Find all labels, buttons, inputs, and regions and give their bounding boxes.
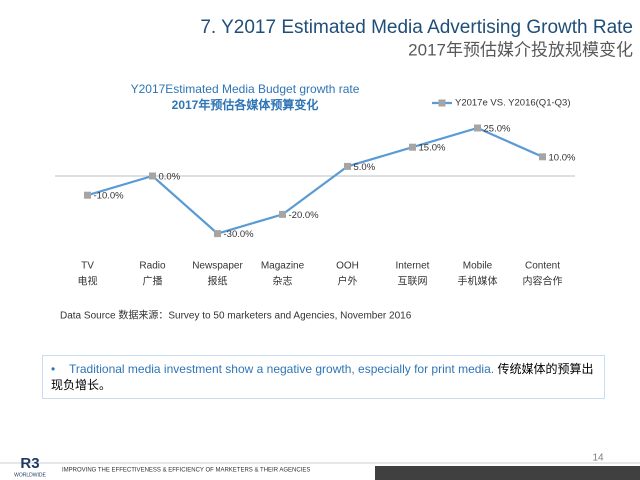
data-label: 0.0% (159, 172, 181, 183)
note-box: • Traditional media investment show a neg… (42, 355, 605, 399)
data-label: 15.0% (419, 143, 446, 154)
x-tick-label: Mobile (463, 261, 493, 272)
data-label: -10.0% (94, 191, 125, 202)
slide-subtitle: 2017年预估媒介投放规模变化 (408, 40, 633, 59)
bullet: • (51, 362, 56, 376)
page-number: 14 (592, 453, 604, 464)
x-tick-label: TV (81, 261, 94, 272)
chart-title: Y2017Estimated Media Budget growth rate (131, 82, 360, 96)
chart-subtitle: 2017年预估各媒体预算变化 (172, 97, 319, 112)
x-tick-label: Magazine (261, 261, 305, 272)
marker (409, 143, 416, 151)
data-label: 5.0% (354, 162, 376, 173)
x-tick-label: OOH (336, 261, 359, 272)
marker (214, 230, 221, 238)
footer-bar (375, 466, 640, 480)
x-tick-label-cn: 互联网 (398, 276, 428, 288)
tagline: IMPROVING THE EFFECTIVENESS & EFFICIENCY… (62, 468, 310, 474)
note-en: Traditional media investment show a nega… (69, 362, 495, 376)
x-tick-label-cn: 户外 (338, 275, 358, 288)
x-tick-label-cn: 杂志 (273, 275, 293, 288)
note-cn: 传统媒体的预算出现负增长。 (51, 362, 594, 392)
marker (279, 210, 286, 218)
marker (344, 162, 351, 170)
legend-label: Y2017e VS. Y2016(Q1-Q3) (455, 98, 570, 109)
x-tick-label-cn: 电视 (78, 275, 98, 288)
source: Data Source 数据来源：Survey to 50 marketers … (60, 309, 412, 322)
x-tick-label: Internet (396, 261, 430, 272)
x-tick-label-cn: 内容合作 (523, 275, 563, 288)
marker (539, 153, 546, 161)
x-tick-label-cn: 手机媒体 (458, 275, 498, 288)
logo-sub: WORLDWIDE (14, 472, 46, 478)
x-tick-label-cn: 报纸 (208, 275, 228, 288)
slide-title: 7. Y2017 Estimated Media Advertising Gro… (200, 17, 633, 38)
series-line (87, 126, 543, 235)
x-tick-label: Newspaper (192, 261, 243, 272)
marker (474, 124, 481, 132)
data-label: 10.0% (549, 152, 576, 163)
logo: R3 (20, 455, 39, 472)
marker (149, 172, 156, 180)
data-label: -30.0% (224, 229, 255, 240)
x-tick-label: Content (525, 261, 560, 272)
marker (84, 191, 91, 199)
legend-marker (438, 99, 446, 107)
data-label: 25.0% (484, 124, 511, 135)
data-label: -20.0% (289, 210, 320, 221)
x-tick-label: Radio (139, 261, 166, 272)
x-tick-label-cn: 广播 (143, 275, 163, 288)
